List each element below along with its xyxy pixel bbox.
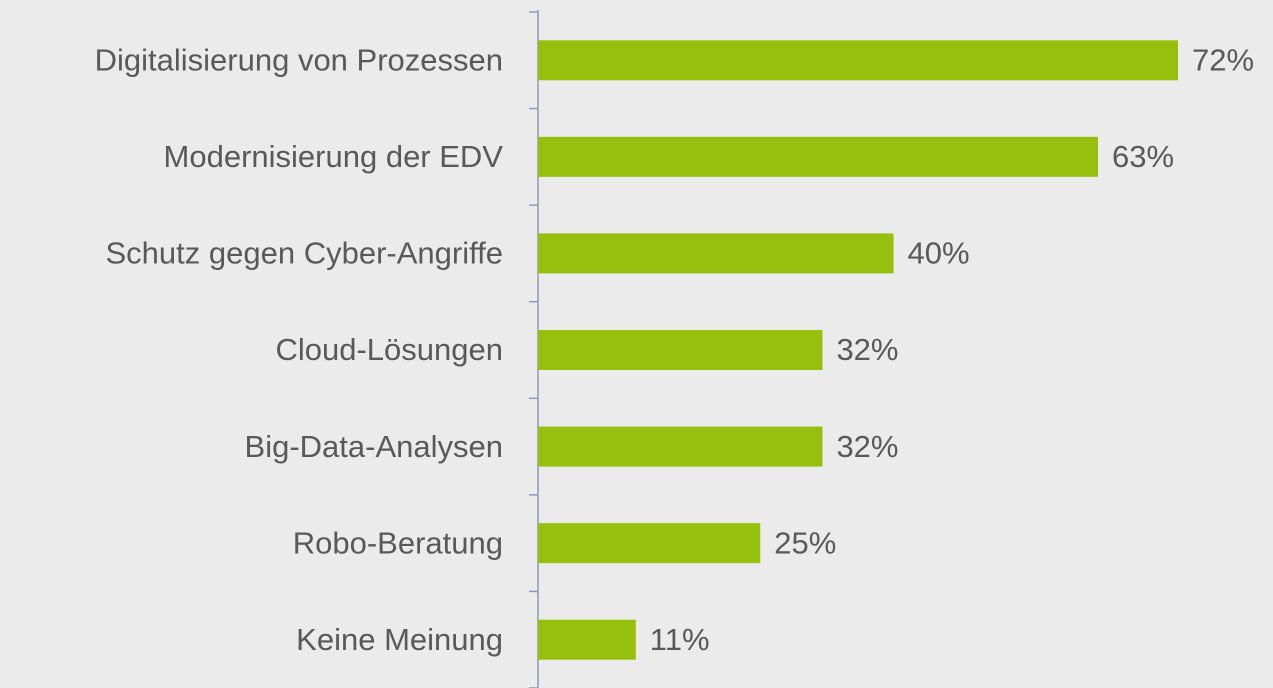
value-label: 32% [836,429,898,464]
category-label: Robo-Beratung [293,525,503,560]
category-label: Big-Data-Analysen [245,429,503,464]
value-label: 32% [836,332,898,367]
value-label: 72% [1192,42,1254,77]
value-label: 25% [774,525,836,560]
bar [538,40,1178,81]
bar [538,330,823,370]
bar [538,523,761,564]
bar [538,233,894,274]
category-label: Digitalisierung von Prozessen [95,42,503,77]
value-label: 63% [1112,139,1174,174]
bar [538,619,636,660]
value-label: 40% [908,236,970,271]
category-label: Schutz gegen Cyber-Angriffe [106,236,504,271]
value-label: 11% [650,622,710,657]
category-label: Modernisierung der EDV [164,139,504,174]
category-label: Cloud-Lösungen [275,332,503,367]
bar [538,426,823,467]
category-label: Keine Meinung [296,622,503,657]
bar [538,136,1098,177]
